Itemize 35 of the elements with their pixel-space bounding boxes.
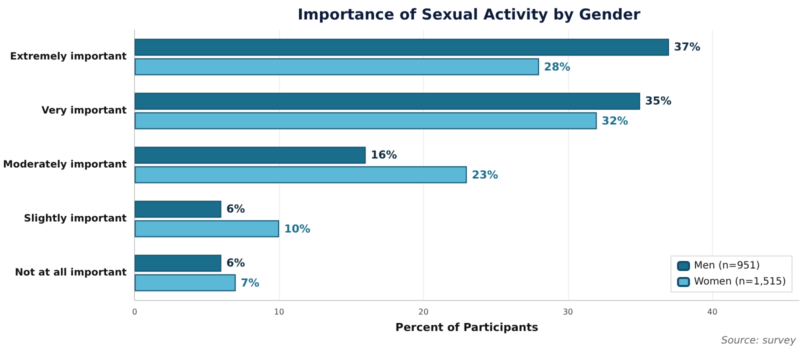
x-tick-label: 10: [274, 308, 284, 316]
data-label: 6%: [226, 256, 246, 270]
data-label: 16%: [370, 148, 398, 162]
bar: [134, 146, 366, 164]
y-tick-label: Very important: [42, 106, 127, 116]
data-label: 6%: [226, 202, 246, 216]
data-label: 37%: [674, 40, 700, 54]
bar: [134, 92, 640, 110]
bar: [134, 254, 222, 272]
legend-label: Women (n=1,515): [694, 276, 786, 288]
bar: [134, 166, 467, 184]
legend-label: Men (n=951): [694, 260, 760, 272]
bar: [134, 112, 597, 130]
x-tick-label: 30: [562, 308, 574, 316]
bar: [134, 38, 670, 56]
bar: [134, 274, 236, 292]
data-label: 23%: [472, 168, 498, 182]
bar: [134, 200, 222, 218]
bar: [134, 58, 540, 76]
x-tick-label: 40: [707, 308, 718, 316]
bar: [134, 220, 280, 238]
y-tick-label: Slightly important: [24, 214, 127, 224]
data-label: 35%: [645, 94, 672, 108]
y-tick-label: Not at all important: [14, 268, 127, 278]
x-tick-label: 20: [418, 308, 429, 316]
y-tick-label: Extremely important: [10, 52, 127, 62]
data-label: 32%: [602, 114, 628, 128]
x-axis-title: Percent of Participants: [395, 321, 539, 334]
y-tick-label: Moderately important: [2, 160, 127, 170]
data-label: 7%: [240, 276, 260, 290]
data-label: 10%: [284, 222, 310, 236]
x-tick-label: 0: [132, 308, 138, 316]
data-label: 28%: [544, 60, 570, 74]
source-note: Source: survey: [721, 336, 798, 346]
chart-title: Importance of Sexual Activity by Gender: [298, 6, 642, 24]
